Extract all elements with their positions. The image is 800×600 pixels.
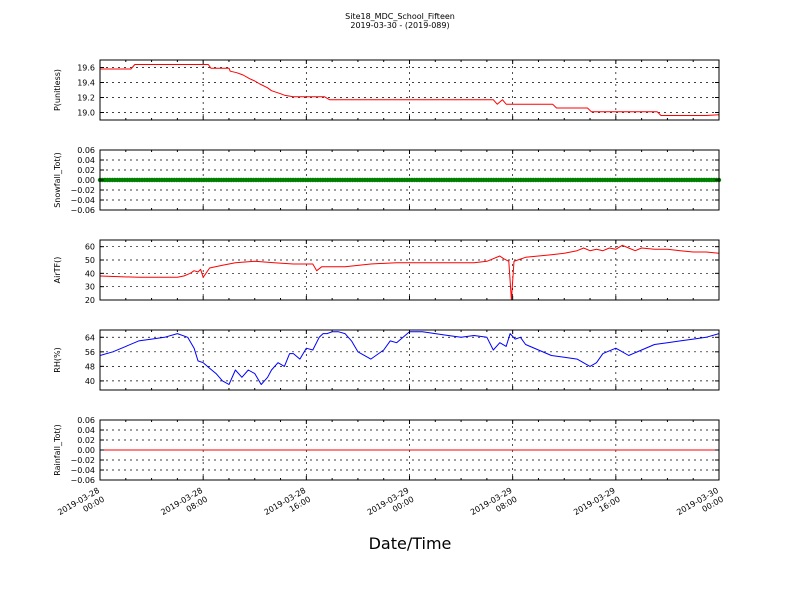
panel-rainfall-tot: 0.060.040.020.00−0.02−0.04−0.06 Rainfall_… <box>53 416 720 485</box>
y-tick-label: 19.0 <box>77 109 95 118</box>
x-tick-label: 2019-03-2908:00 <box>469 486 519 526</box>
y-axis-label: Rainfall_Tot() <box>53 424 62 476</box>
x-tick-label: 2019-03-2900:00 <box>366 486 416 526</box>
x-tick-label: 2019-03-2800:00 <box>56 486 106 526</box>
y-axis-label: P(unitless) <box>53 69 62 111</box>
y-axis-label: AirTF() <box>53 257 62 284</box>
panel-snowfall-tot: 0.060.040.020.00−0.02−0.04−0.06 Snowfall_… <box>53 146 722 215</box>
y-tick-label: 0.00 <box>77 176 95 185</box>
y-tick-label: 40 <box>85 269 95 278</box>
series-line-rh <box>99 331 720 385</box>
y-tick-label: 48 <box>85 362 95 371</box>
y-tick-label: 64 <box>85 333 95 342</box>
y-tick-label: 0.00 <box>77 446 95 455</box>
y-tick-label: 19.2 <box>77 94 95 103</box>
y-tick-label: 0.02 <box>77 436 95 445</box>
y-tick-label: 0.06 <box>77 146 95 155</box>
x-tick-label: 2019-03-3000:00 <box>675 486 725 526</box>
y-tick-label: 50 <box>85 256 95 265</box>
y-tick-label: 0.04 <box>77 426 95 435</box>
y-tick-label: −0.04 <box>70 196 95 205</box>
y-tick-label: 40 <box>85 377 95 386</box>
y-tick-label: 0.04 <box>77 156 95 165</box>
y-tick-label: 0.06 <box>77 416 95 425</box>
y-tick-label: 30 <box>85 283 95 292</box>
x-tick-label: 2019-03-2916:00 <box>572 486 622 526</box>
y-tick-label: −0.04 <box>70 466 95 475</box>
figure-title: Site18_MDC_School_Fifteen 2019-03-30 - (… <box>0 12 800 30</box>
y-tick-label: −0.06 <box>70 206 95 215</box>
series-line-p-unitless <box>100 64 720 116</box>
panel-p-unitless: 19.0 19.2 19.4 19.6 P(unitless) <box>53 59 720 121</box>
y-axis-label: RH(%) <box>53 347 62 372</box>
x-axis-label: Date/Time <box>368 534 452 553</box>
chart-title: Site18_MDC_School_Fifteen <box>345 12 455 21</box>
panel-rh: 64 56 48 40 RH(%) <box>53 329 720 391</box>
y-tick-label: −0.02 <box>70 456 95 465</box>
y-tick-label: 0.02 <box>77 166 95 175</box>
y-tick-label: 19.4 <box>77 79 95 88</box>
chart-subtitle: 2019-03-30 - (2019-089) <box>350 21 450 30</box>
x-tick-label: 2019-03-2816:00 <box>263 486 313 526</box>
y-tick-label: 60 <box>85 243 95 252</box>
y-tick-label: 20 <box>85 296 95 305</box>
y-tick-label: 56 <box>85 348 95 357</box>
panel-airtf: 60 50 40 30 20 AirTF() <box>53 239 720 305</box>
series-line-airtf <box>99 244 720 301</box>
y-tick-label: −0.02 <box>70 186 95 195</box>
y-axis-label: Snowfall_Tot() <box>53 152 62 208</box>
y-tick-label: 19.6 <box>77 64 95 73</box>
y-tick-label: −0.06 <box>70 476 95 485</box>
x-tick-label: 2019-03-2808:00 <box>159 486 209 526</box>
